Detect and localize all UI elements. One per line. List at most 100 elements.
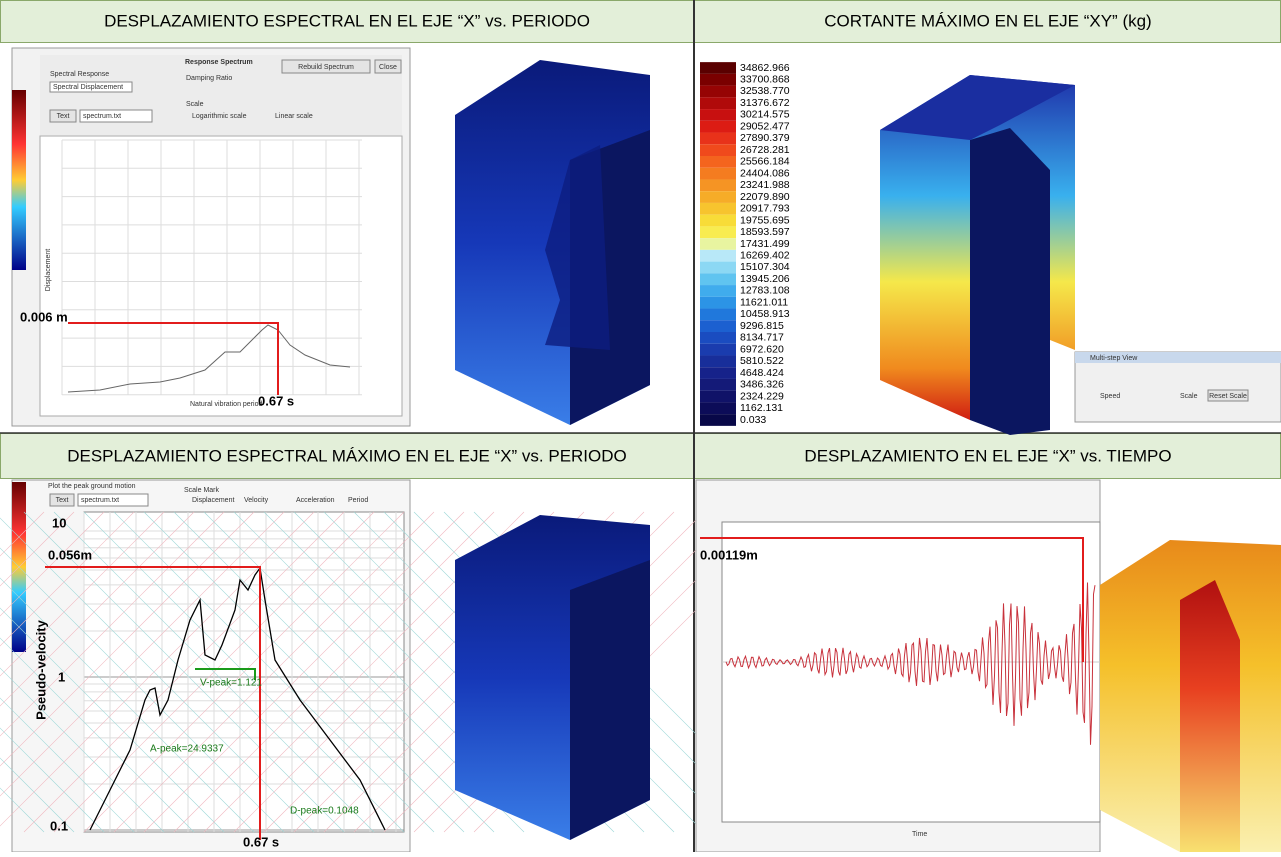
panel-title: DESPLAZAMIENTO EN EL EJE “X” vs. TIEMPO [804, 446, 1171, 465]
legend-label: 22079.890 [740, 191, 790, 203]
window-title: Multi-step View [1090, 355, 1138, 362]
legend-label: 18593.597 [740, 226, 790, 238]
input-value: spectrum.txt [81, 497, 119, 504]
legend-label: 25566.184 [740, 156, 790, 168]
collage: DESPLAZAMIENTO ESPECTRAL EN EL EJE “X” v… [0, 0, 1281, 852]
legend-swatch [700, 402, 736, 414]
checkbox-label: Acceleration [296, 497, 335, 504]
button-label: Reset Scale [1209, 393, 1247, 400]
legend-label: 13945.206 [740, 273, 790, 285]
axis-title: Pseudo-velocity [33, 619, 48, 719]
dropdown-value: Spectral Displacement [53, 84, 123, 91]
annotation: V-peak=1.121 [200, 678, 262, 689]
annotation: 0.67 s [243, 834, 279, 849]
legend-label: 31376.672 [740, 97, 790, 109]
annotation: 0.006 m [20, 309, 68, 324]
legend-label: 30214.575 [740, 109, 790, 121]
legend-label: 8134.717 [740, 332, 784, 344]
legend-label: 5810.522 [740, 355, 784, 367]
legend-label: 4648.424 [740, 367, 784, 379]
legend-label: 23241.988 [740, 179, 790, 191]
legend-label: 26728.281 [740, 144, 790, 156]
label: Damping Ratio [186, 75, 232, 82]
legend-swatch [700, 262, 736, 274]
option[interactable]: Linear scale [275, 113, 313, 120]
legend-swatch [700, 191, 736, 203]
legend-label: 0.033 [740, 414, 766, 426]
legend-label: 34862.966 [740, 62, 790, 74]
model-face [570, 560, 650, 840]
window-title: Response Spectrum [185, 59, 253, 66]
legend-label: 9296.815 [740, 320, 784, 332]
legend-swatch [700, 144, 736, 156]
button-label: Text [56, 497, 69, 504]
y-tick-label: 1 [58, 669, 65, 684]
legend-label: 19755.695 [740, 214, 790, 226]
annotation: 0.67 s [258, 393, 294, 408]
legend-label: 10458.913 [740, 308, 790, 320]
legend-swatch [700, 97, 736, 109]
legend-label: 11621.011 [740, 296, 788, 308]
legend-label: 12783.108 [740, 285, 790, 297]
button-label: Close [379, 64, 397, 71]
annotation: 0.00119m [700, 547, 758, 562]
checkbox-label: Displacement [192, 497, 234, 504]
y-tick-label: 0.1 [50, 818, 68, 833]
option[interactable]: Plot the peak ground motion [48, 483, 136, 490]
label: Spectral Response [50, 71, 109, 78]
option[interactable]: Logarithmic scale [192, 113, 247, 120]
legend-swatch [700, 179, 736, 191]
legend-swatch [700, 74, 736, 86]
label: Scale Mark [184, 487, 220, 494]
legend-label: 6972.620 [740, 343, 784, 355]
button-label: Text [57, 113, 70, 120]
legend-label: 15107.304 [740, 261, 790, 273]
legend-swatch [700, 133, 736, 145]
legend-swatch [700, 62, 736, 74]
legend-swatch [700, 250, 736, 262]
legend-swatch [700, 168, 736, 180]
legend-label: 33700.868 [740, 74, 790, 86]
panel-4: 0.00119m Time [696, 480, 1281, 852]
legend-label: 3486.326 [740, 379, 784, 391]
panel-title: DESPLAZAMIENTO ESPECTRAL MÁXIMO EN EL EJ… [67, 446, 627, 465]
legend-swatch [700, 156, 736, 168]
annotation: A-peak=24.9337 [150, 744, 224, 755]
legend-label: 20917.793 [740, 203, 790, 215]
legend-swatch [700, 238, 736, 250]
legend-swatch [700, 344, 736, 356]
label: Speed [1100, 393, 1120, 400]
button-label: Rebuild Spectrum [298, 64, 354, 71]
panel-1: Response Spectrum Rebuild Spectrum Close… [12, 48, 650, 426]
page: { "panels": [ {"title": "DESPLAZAMIENTO … [0, 0, 1281, 852]
legend-swatch [700, 414, 736, 426]
legend-swatch [700, 203, 736, 215]
label: Scale [186, 101, 204, 108]
legend-swatch [700, 273, 736, 285]
input-value: spectrum.txt [83, 113, 121, 120]
legend-swatch [700, 332, 736, 344]
model-face [970, 128, 1050, 435]
legend-swatch [700, 355, 736, 367]
legend-label: 1162.131 [740, 402, 783, 414]
legend-swatch [700, 285, 736, 297]
legend-swatch [700, 391, 736, 403]
panel-2: 34862.96633700.86832538.77031376.6723021… [696, 48, 1281, 435]
legend-label: 2324.229 [740, 390, 784, 402]
legend-swatch [700, 121, 736, 133]
annotation: D-peak=0.1048 [290, 806, 359, 817]
legend-swatch [700, 309, 736, 321]
legend-swatch [700, 226, 736, 238]
panel-3: Plot the peak ground motion Text spectru… [0, 480, 794, 852]
legend-swatch [700, 367, 736, 379]
panel-title: CORTANTE MÁXIMO EN EL EJE “XY” (kg) [824, 11, 1151, 30]
legend-label: 17431.499 [740, 238, 790, 250]
legend-label: 29052.477 [740, 120, 790, 132]
label: Scale [1180, 393, 1198, 400]
axis-title: Time [912, 831, 927, 838]
legend-label: 24404.086 [740, 167, 790, 179]
axis-title: Natural vibration period [190, 401, 262, 408]
legend-swatch [700, 109, 736, 121]
legend-label: 27890.379 [740, 132, 790, 144]
plot-area [40, 136, 402, 416]
